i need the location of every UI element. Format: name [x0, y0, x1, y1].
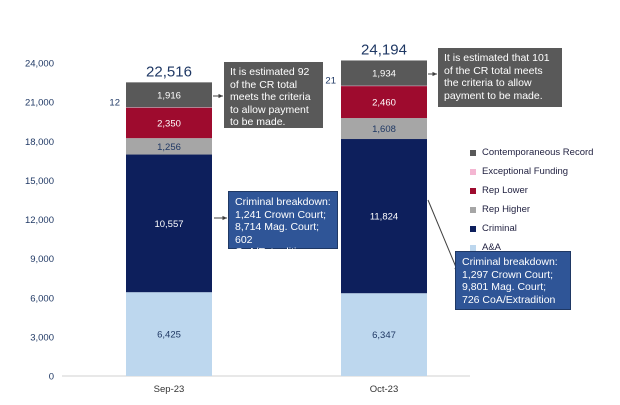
legend-swatch [470, 225, 476, 232]
data-label: 12 [109, 97, 120, 108]
data-label: 1,916 [157, 90, 181, 101]
bar-segment [126, 154, 212, 293]
legend-swatch [470, 206, 476, 213]
oct-cr-callout: It is estimated that 101 of the CR total… [438, 48, 562, 107]
bar-segment [341, 85, 427, 87]
legend-swatch [470, 187, 476, 194]
legend-label: Contemporaneous Record [482, 147, 594, 158]
bar-segment [126, 292, 212, 376]
sep-cr-callout: It is estimated 92 of the CR total meets… [224, 62, 323, 128]
y-tick-label: 0 [49, 372, 54, 383]
y-tick-label: 9,000 [30, 254, 54, 265]
legend-item-contemporaneous-record: Contemporaneous Record [470, 143, 593, 162]
legend-item-a-and-a: A&A [470, 238, 593, 257]
data-label: 11,824 [370, 212, 398, 223]
oct-cr-callout-text: It is estimated that 101 of the CR total… [444, 52, 550, 102]
total-label: 22,516 [146, 63, 192, 80]
legend-item-rep-lower: Rep Lower [470, 181, 593, 200]
legend-label: A&A [482, 242, 502, 253]
y-tick-label: 21,000 [25, 98, 54, 109]
data-labels: 6,425 10,557 1,256 2,350 12 1,916 22,516 6,347 1… [109, 41, 407, 341]
x-tick-label: Sep-23 [154, 384, 185, 395]
data-label: 10,557 [154, 219, 183, 230]
y-tick-label: 3,000 [30, 332, 54, 343]
legend: Contemporaneous Record Exceptional Fundi… [470, 143, 593, 257]
bar-segment [126, 107, 212, 139]
sep-criminal-line-3: 8,714 Mag. Court; [235, 221, 320, 233]
bar-segment [126, 107, 212, 108]
y-tick-label: 15,000 [25, 176, 54, 187]
sep-criminal-line-2: 1,241 Crown Court; [235, 208, 327, 221]
data-label: 6,347 [372, 330, 396, 341]
legend-label: Rep Lower [482, 185, 528, 196]
data-label: 1,256 [157, 142, 181, 153]
data-label: 2,350 [157, 118, 181, 129]
oct-criminal-line-1: Criminal breakdown: [462, 256, 558, 268]
legend-swatch [470, 149, 476, 156]
oct-criminal-callout: Criminal breakdown: 1,297 Crown Court; 9… [455, 251, 571, 310]
y-tick-label: 6,000 [30, 293, 54, 304]
data-label: 1,934 [372, 69, 396, 80]
oct-criminal-arrow [427, 199, 459, 273]
total-label: 24,194 [361, 41, 407, 58]
data-label: 2,460 [372, 98, 396, 109]
bar-segment [126, 82, 212, 108]
sep-cr-arrow-head [218, 93, 223, 99]
sep-criminal-callout: Criminal breakdown: 1,241 Crown Court; 8… [228, 191, 338, 258]
legend-label: Exceptional Funding [482, 166, 569, 177]
y-tick-label: 12,000 [25, 215, 54, 226]
oct-criminal-line-2: 1,297 Crown Court; [462, 268, 554, 281]
legend-label: Criminal [482, 223, 517, 234]
bar-segment [341, 60, 427, 86]
legend-swatch [470, 244, 476, 251]
legend-item-exceptional-funding: Exceptional Funding [470, 162, 593, 181]
data-label: 1,608 [372, 124, 396, 135]
y-tick-label: 24,000 [25, 59, 54, 70]
oct-criminal-line-4: 726 CoA/Extradition [462, 293, 556, 306]
data-label: 6,425 [157, 330, 181, 341]
bar-segment [341, 293, 427, 376]
legend-label: Rep Higher [482, 204, 531, 215]
sep-criminal-line-4: 602 CoA/Extradition. [235, 233, 311, 259]
bar-segment [341, 118, 427, 140]
legend-swatch [470, 168, 476, 175]
sep-cr-callout-text: It is estimated 92 of the CR total meets… [230, 66, 311, 128]
data-label: 21 [325, 76, 336, 87]
sep-criminal-line-1: Criminal breakdown: [235, 196, 331, 208]
bar-segment [341, 85, 427, 119]
legend-item-criminal: Criminal [470, 219, 593, 238]
y-tick-label: 18,000 [25, 137, 54, 148]
bar-segment [126, 138, 212, 155]
oct-cr-arrow-head [432, 71, 437, 77]
bar-segment [341, 139, 427, 294]
legend-item-rep-higher: Rep Higher [470, 200, 593, 219]
bars [126, 60, 427, 376]
x-tick-label: Oct-23 [370, 384, 399, 395]
oct-criminal-line-3: 9,801 Mag. Court; [462, 281, 547, 293]
sep-criminal-arrow-head [222, 215, 227, 221]
